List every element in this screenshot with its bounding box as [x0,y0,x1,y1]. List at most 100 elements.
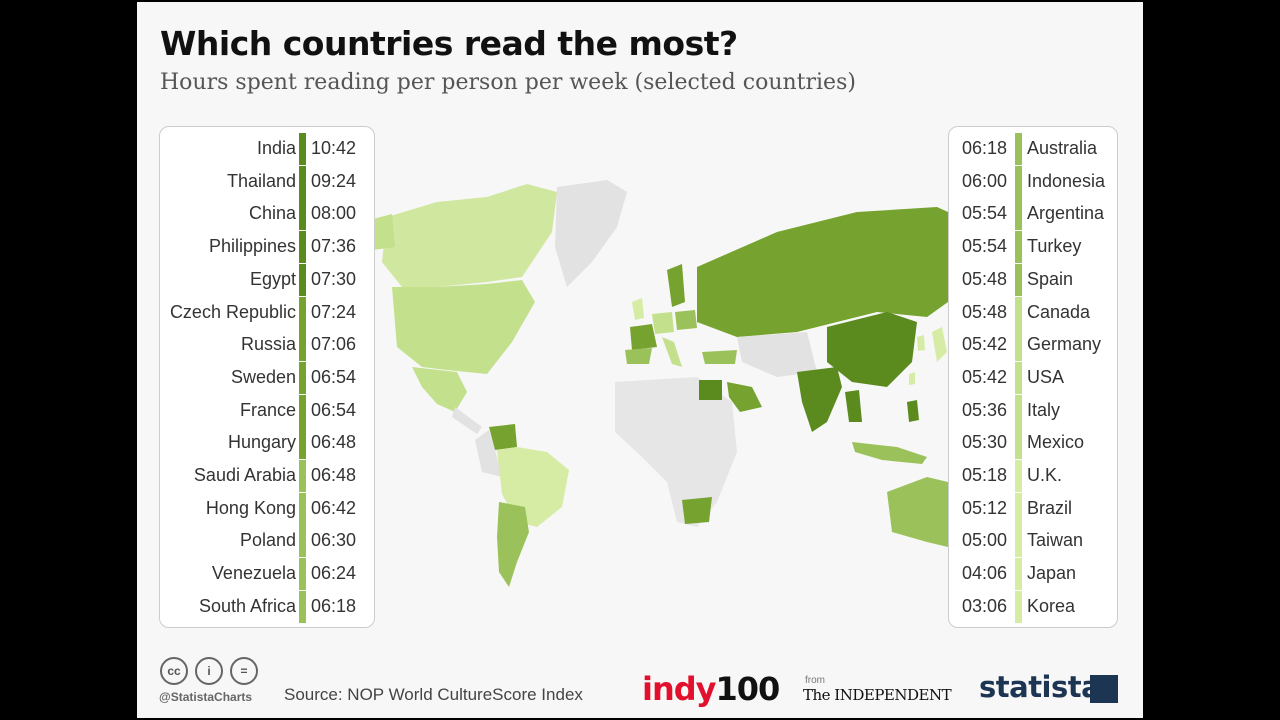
tier-color-bar [299,329,306,362]
map-china [827,312,917,387]
tier-color-bar [1015,590,1022,623]
map-central-asia [737,332,817,377]
reading-time: 06:00 [962,170,1008,191]
tier-color-bar [299,460,306,492]
source-note: Source: NOP World CultureScore Index [284,685,583,704]
ranking-row: Saudi Arabia 06:48 [160,459,374,492]
map-venezuela [489,424,517,450]
tier-color-bar [299,231,306,264]
tier-color-bar [1015,558,1022,591]
country-name: Philippines [208,236,296,257]
reading-time: 05:48 [962,268,1008,289]
map-japan [932,327,947,362]
country-name: Indonesia [1027,170,1106,191]
from-label: from [805,675,825,686]
ranking-row: Japan 04:06 [949,557,1117,591]
country-name: Australia [1027,138,1098,158]
reading-time: 09:24 [311,170,357,191]
tier-color-bar [299,263,306,296]
country-name: China [248,203,296,224]
ranking-row: Sweden 06:54 [160,361,374,394]
indy100-logo: indy100 [642,670,780,708]
tier-color-bar [1015,329,1022,362]
ranking-row: Mexico 05:30 [949,426,1117,460]
map-egypt [699,380,722,400]
country-name: Sweden [230,366,296,387]
map-italy [662,337,682,367]
tier-color-bar [299,427,306,460]
map-korea [917,335,925,351]
world-map [362,180,948,587]
map-mexico [412,367,467,412]
ranking-row: Egypt 07:30 [160,263,374,296]
reading-time: 07:24 [311,301,357,322]
reading-time: 05:42 [962,366,1008,387]
reading-time: 06:30 [311,530,357,551]
map-russia [697,207,948,337]
map-germany [652,312,674,334]
ranking-row: India 10:42 [160,132,374,165]
tier-color-bar [1015,492,1022,525]
ranking-row: Brazil 05:12 [949,492,1117,525]
country-name: Taiwan [1027,530,1084,551]
country-name: Italy [1027,399,1061,420]
infographic-card: Which countries read the most? Hours spe… [137,2,1143,718]
reading-time: 07:06 [311,334,357,355]
country-name: Korea [1027,595,1076,616]
ranking-row: Hungary 06:48 [160,426,374,460]
tier-color-bar [299,558,306,591]
map-sa-north [475,430,502,477]
reading-time: 05:00 [962,530,1008,551]
country-name: Egypt [249,268,296,289]
tier-color-bar [1015,165,1022,198]
country-name: France [239,399,296,420]
map-indonesia [852,442,927,464]
country-name: Hungary [227,432,296,453]
map-india [797,367,842,432]
reading-time: 07:36 [311,236,357,257]
map-sweden [667,264,685,307]
reading-time: 06:24 [311,563,357,584]
tier-color-bar [1015,460,1022,492]
ranking-row: China 08:00 [160,197,374,231]
country-name: U.K. [1027,465,1063,485]
tier-color-bar [299,492,306,525]
ranking-row: Italy 05:36 [949,394,1117,427]
tier-color-bar [299,361,306,394]
reading-time: 06:42 [311,497,357,518]
map-australia [887,477,948,547]
ranking-row: Poland 06:30 [160,524,374,558]
ranking-row: Spain 05:48 [949,263,1117,296]
country-name: Saudi Arabia [193,465,296,485]
country-name: India [256,138,296,158]
ranking-row: Venezuela 06:24 [160,557,374,591]
ranking-row: Philippines 07:36 [160,230,374,264]
map-greenland [555,180,627,287]
ranking-row: U.K. 05:18 [949,459,1117,492]
reading-time: 06:48 [311,432,357,453]
ranking-panel-right: Australia 06:18 Indonesia 06:00 Argentina 05:… [948,126,1118,628]
map-thailand [845,390,862,422]
ranking-row: Indonesia 06:00 [949,165,1117,198]
tier-color-bar [299,590,306,623]
map-turkey [702,350,737,364]
country-name: Turkey [1027,236,1082,257]
cc-icon: cc [160,657,188,685]
country-name: Venezuela [211,563,296,584]
tier-color-bar [299,165,306,198]
ranking-row: Korea 03:06 [949,590,1117,623]
reading-time: 05:48 [962,301,1008,322]
map-spain [625,348,652,364]
reading-time: 05:12 [962,497,1008,518]
map-south-africa [682,497,712,524]
country-name: Russia [240,334,296,355]
ranking-row: Turkey 05:54 [949,230,1117,264]
country-name: Poland [239,530,296,551]
map-saudi [727,382,762,412]
reading-time: 06:54 [311,399,357,420]
statista-logo-icon [1090,675,1118,703]
country-name: Mexico [1027,432,1085,453]
reading-time: 05:36 [962,399,1008,420]
ranking-row: Canada 05:48 [949,296,1117,329]
reading-time: 08:00 [311,203,357,224]
